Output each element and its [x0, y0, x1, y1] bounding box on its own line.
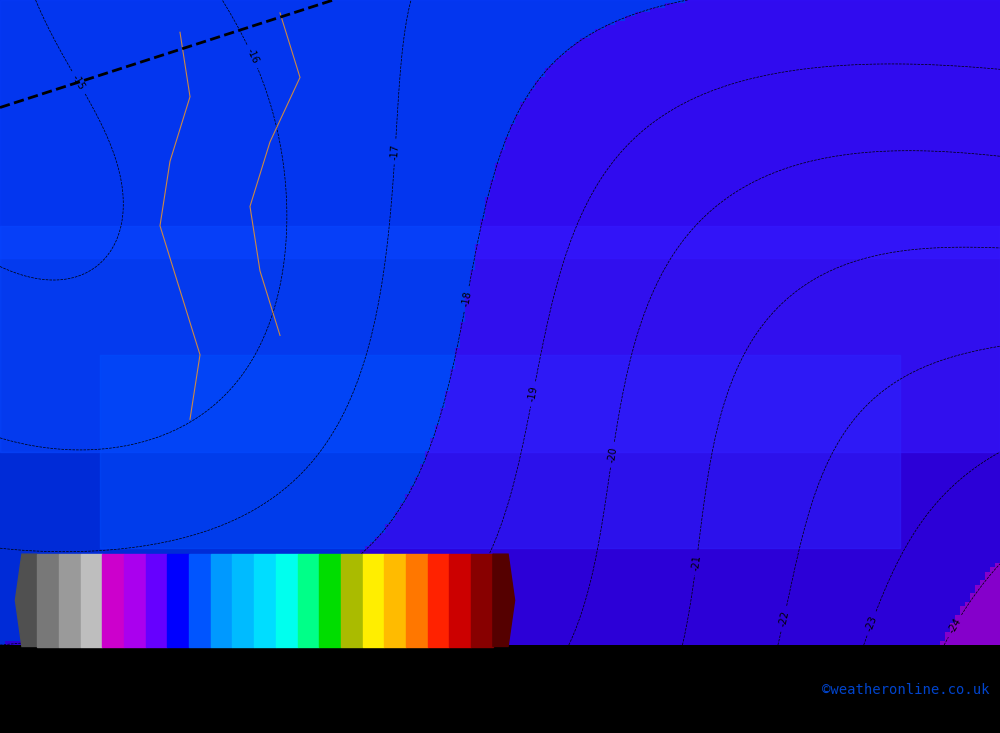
- Polygon shape: [15, 554, 37, 647]
- Text: -36: -36: [89, 682, 108, 691]
- Text: -24: -24: [145, 682, 163, 691]
- Text: -18: -18: [172, 682, 191, 691]
- Text: -16: -16: [245, 47, 260, 65]
- Bar: [37, 554, 59, 647]
- Text: -23: -23: [864, 614, 879, 633]
- Text: -42: -42: [61, 682, 80, 691]
- Bar: [59, 554, 81, 647]
- Text: -24: -24: [946, 616, 963, 636]
- Text: -54: -54: [6, 682, 25, 691]
- Text: 18: 18: [342, 682, 354, 691]
- Bar: [449, 554, 471, 647]
- Text: -30: -30: [117, 682, 136, 691]
- Bar: [319, 554, 341, 647]
- Bar: [81, 554, 102, 647]
- Text: 42: 42: [453, 682, 465, 691]
- Polygon shape: [493, 554, 515, 647]
- Text: 30: 30: [397, 682, 410, 691]
- Bar: [298, 554, 319, 647]
- Bar: [384, 554, 406, 647]
- Bar: [102, 554, 124, 647]
- Text: ©weatheronline.co.uk: ©weatheronline.co.uk: [822, 683, 990, 697]
- Bar: [471, 554, 493, 647]
- Bar: [167, 554, 189, 647]
- Text: -15: -15: [70, 73, 87, 92]
- Text: 6: 6: [290, 682, 296, 691]
- Text: 24: 24: [370, 682, 382, 691]
- Text: 0: 0: [262, 682, 268, 691]
- Bar: [146, 554, 167, 647]
- Text: Height/Temp. 500 hPa [gdmp][°C] CFS: Height/Temp. 500 hPa [gdmp][°C] CFS: [10, 649, 391, 667]
- Bar: [211, 554, 232, 647]
- Text: -22: -22: [777, 610, 791, 627]
- Bar: [363, 554, 384, 647]
- Text: 36: 36: [425, 682, 438, 691]
- Bar: [254, 554, 276, 647]
- Text: -20: -20: [606, 446, 619, 463]
- Text: -19: -19: [527, 386, 539, 402]
- Text: -6: -6: [231, 682, 244, 691]
- Text: -12: -12: [200, 682, 219, 691]
- Text: -48: -48: [34, 682, 53, 691]
- Bar: [406, 554, 428, 647]
- Text: -21: -21: [690, 554, 702, 571]
- Text: Sa 05-10-2024 00:00 UTC (00+360): Sa 05-10-2024 00:00 UTC (00+360): [670, 649, 990, 667]
- Bar: [276, 554, 298, 647]
- Bar: [124, 554, 146, 647]
- Text: -18: -18: [460, 290, 473, 307]
- Bar: [428, 554, 449, 647]
- Text: 12: 12: [314, 682, 327, 691]
- Text: 48: 48: [481, 682, 493, 691]
- Bar: [341, 554, 363, 647]
- Text: -17: -17: [390, 143, 401, 160]
- Bar: [232, 554, 254, 647]
- Text: 54: 54: [508, 682, 521, 691]
- Bar: [189, 554, 211, 647]
